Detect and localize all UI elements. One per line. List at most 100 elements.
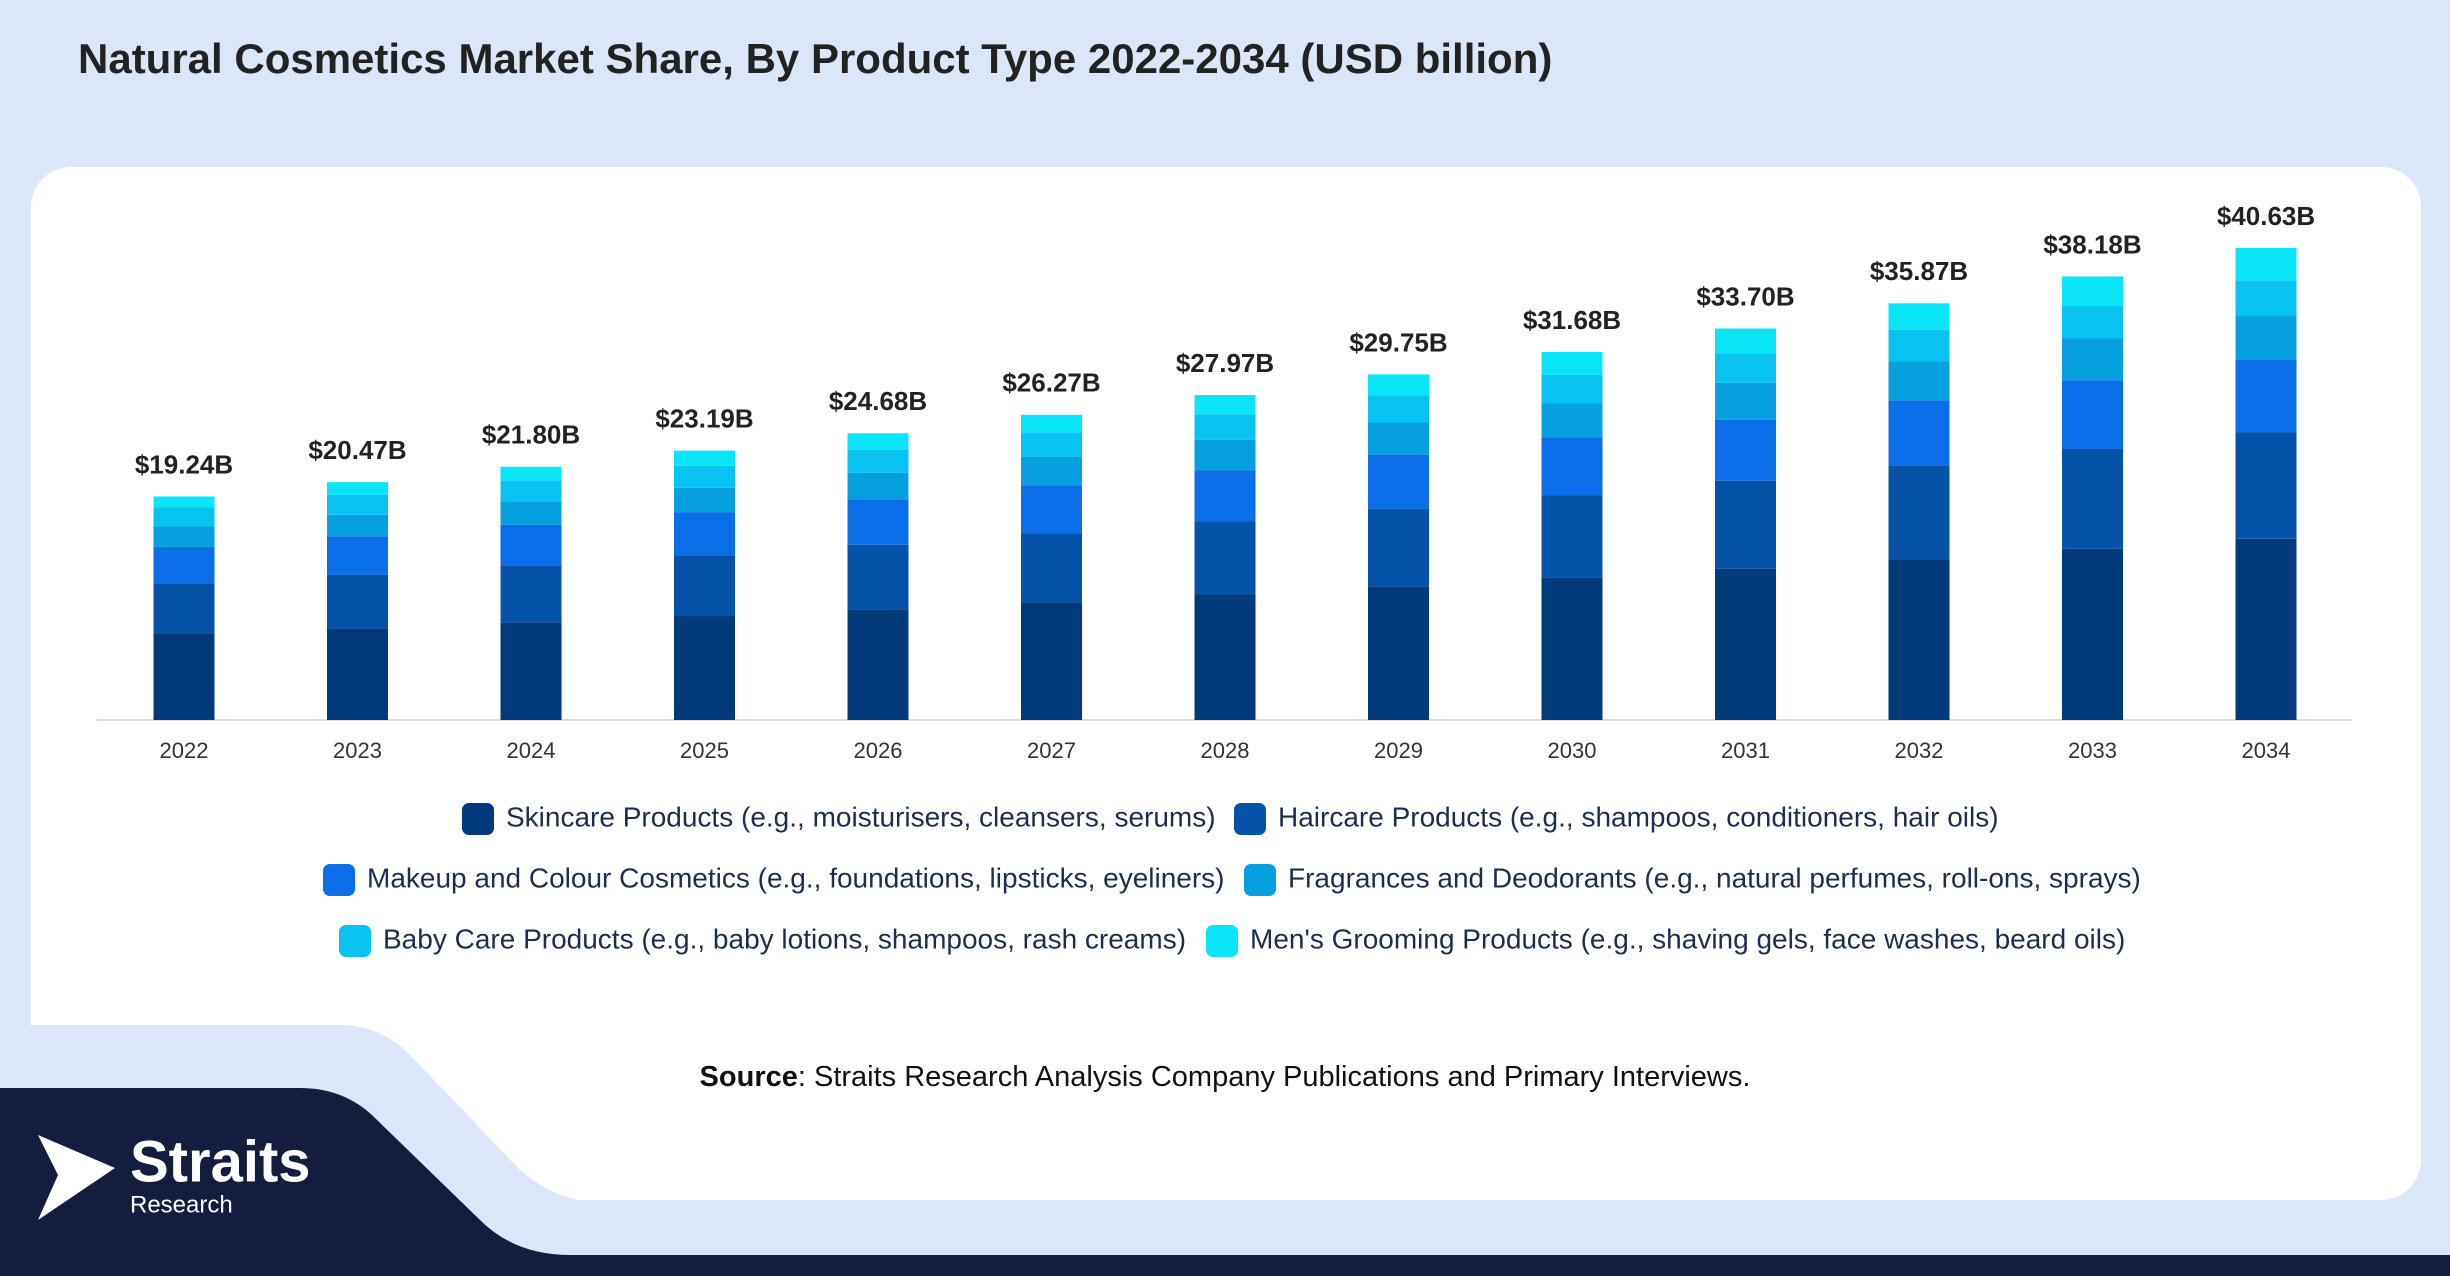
total-label: $38.18B <box>2043 229 2141 259</box>
bar-segment <box>1541 437 1603 496</box>
total-label: $31.68B <box>1523 305 1621 335</box>
bar-segment <box>153 546 215 584</box>
bar-segment <box>2062 548 2123 720</box>
total-label: $27.97B <box>1176 348 1274 378</box>
bar-segment <box>1021 533 1082 603</box>
bar-segment <box>1368 454 1429 509</box>
bar-segment <box>153 583 215 634</box>
bar-segment <box>1194 521 1256 595</box>
bar-segment <box>847 499 909 545</box>
bar-segment <box>1888 329 1950 362</box>
total-label: $26.27B <box>1002 368 1100 398</box>
bar-segment <box>1715 419 1776 481</box>
bar-segment <box>1541 403 1603 438</box>
bar-segment <box>1194 414 1256 440</box>
chart-title: Natural Cosmetics Market Share, By Produ… <box>78 35 1552 82</box>
bar-segment <box>500 524 562 566</box>
bar-segment <box>847 544 909 610</box>
bar-segment <box>1715 328 1776 354</box>
bar-segment <box>1888 361 1950 401</box>
bar-segment <box>1715 480 1776 569</box>
bar-segment <box>1888 400 1950 466</box>
bar-segment <box>1541 374 1603 404</box>
bar-segment <box>847 449 909 473</box>
bar-segment <box>847 433 909 450</box>
bar-segment <box>1194 594 1256 720</box>
bar-segment <box>1541 577 1603 720</box>
bar-segment <box>327 482 388 495</box>
bar-segment <box>1021 414 1082 433</box>
bar-segment <box>1194 439 1256 471</box>
bar-segment <box>2235 315 2297 360</box>
total-label: $29.75B <box>1349 327 1447 357</box>
bar-segment <box>1715 353 1776 383</box>
bar-segment <box>847 609 909 720</box>
bar-segment <box>1368 508 1429 587</box>
legend-label: Skincare Products (e.g., moisturisers, c… <box>506 801 1216 832</box>
bar-segment <box>2062 305 2123 339</box>
bar-segment <box>327 628 388 720</box>
bar-segment <box>500 480 562 502</box>
bar-segment <box>153 507 215 527</box>
bar-segment <box>1888 465 1950 560</box>
bar-segment <box>1194 395 1256 415</box>
bar-segment <box>1888 303 1950 330</box>
legend-label: Haircare Products (e.g., shampoos, condi… <box>1278 801 1999 832</box>
bar-segment <box>2235 359 2297 433</box>
bar-segment <box>2062 276 2123 306</box>
x-tick-label: 2031 <box>1721 738 1770 763</box>
x-tick-label: 2022 <box>160 738 209 763</box>
bar-segment <box>1368 422 1429 455</box>
bar-segment <box>2062 448 2123 549</box>
bar-segment <box>1715 568 1776 720</box>
bar-segment <box>674 465 735 488</box>
bar-segment <box>1021 456 1082 486</box>
bar-segment <box>1021 602 1082 720</box>
total-label: $33.70B <box>1696 281 1794 311</box>
source-label: Source <box>700 1061 798 1093</box>
bar-segment <box>500 622 562 720</box>
bar-segment <box>847 472 909 500</box>
source-text: : Straits Research Analysis Company Publ… <box>798 1061 1751 1093</box>
bar-segment <box>2235 432 2297 539</box>
x-tick-label: 2023 <box>333 738 382 763</box>
x-tick-label: 2029 <box>1374 738 1423 763</box>
legend-swatch <box>1234 803 1266 835</box>
x-tick-label: 2030 <box>1548 738 1597 763</box>
bar-segment <box>674 616 735 720</box>
bar-segment <box>1368 586 1429 720</box>
bar-segment <box>153 526 215 547</box>
legend-label: Baby Care Products (e.g., baby lotions, … <box>383 923 1186 954</box>
total-label: $35.87B <box>1870 256 1968 286</box>
bar-segment <box>153 496 215 508</box>
bar-segment <box>2062 380 2123 449</box>
bar-segment <box>500 501 562 525</box>
legend-swatch <box>1244 864 1276 896</box>
legend-label: Fragrances and Deodorants (e.g., natural… <box>1288 862 2141 893</box>
legend-swatch <box>1206 925 1238 957</box>
bar-segment <box>1541 351 1603 375</box>
legend-swatch <box>462 803 494 835</box>
total-label: $19.24B <box>135 449 233 479</box>
bar-segment <box>2235 538 2297 720</box>
bar-segment <box>674 487 735 513</box>
bar-segment <box>500 466 562 481</box>
x-tick-label: 2032 <box>1895 738 1944 763</box>
bar-segment <box>327 514 388 537</box>
logo-name: Straits <box>130 1129 311 1194</box>
logo-icon <box>38 1135 115 1220</box>
legend-label: Makeup and Colour Cosmetics (e.g., found… <box>367 862 1225 893</box>
x-tick-label: 2027 <box>1027 738 1076 763</box>
bar-segment <box>1888 559 1950 720</box>
bar-segment <box>1368 374 1429 396</box>
bar-segment <box>2062 338 2123 381</box>
bar-segment <box>2235 280 2297 316</box>
bar-segment <box>500 565 562 623</box>
bar-segment <box>327 536 388 575</box>
card-notch <box>0 1025 2450 1276</box>
x-tick-label: 2028 <box>1201 738 1250 763</box>
x-tick-label: 2026 <box>854 738 903 763</box>
logo-sub: Research <box>130 1191 233 1218</box>
